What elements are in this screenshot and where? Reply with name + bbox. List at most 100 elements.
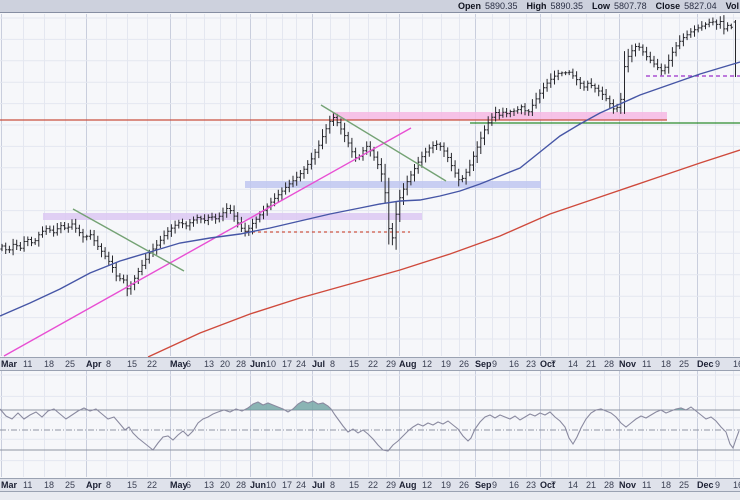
x-axis-label: 18 xyxy=(661,480,672,490)
x-axis-label: 13 xyxy=(204,480,215,490)
x-axis-label: 25 xyxy=(679,359,690,369)
x-axis-label: Dec xyxy=(697,359,714,369)
x-axis-label: 14 xyxy=(568,480,579,490)
x-axis-label: 8 xyxy=(106,480,112,490)
x-axis-label: Mar xyxy=(1,359,18,369)
x-axis-label: 28 xyxy=(236,480,247,490)
x-axis-label: 25 xyxy=(679,480,690,490)
x-axis-label: 15 xyxy=(349,359,360,369)
x-axis-label: Apr xyxy=(86,480,102,490)
x-axis-label: 9 xyxy=(715,480,721,490)
x-axis-label: 6 xyxy=(186,480,192,490)
x-axis-label: 15 xyxy=(127,480,138,490)
x-axis-label: 17 xyxy=(282,480,293,490)
x-axis-label: 21 xyxy=(586,359,597,369)
x-axis-label: 29 xyxy=(386,359,397,369)
x-axis-label: 25 xyxy=(65,480,76,490)
periwinkle-support-zone xyxy=(245,181,541,188)
x-axis-label: 11 xyxy=(642,359,652,369)
x-axis-label: 14 xyxy=(568,359,579,369)
x-axis-label: 9 xyxy=(492,480,498,490)
x-axis-label: 22 xyxy=(147,480,158,490)
x-axis-label: 7 xyxy=(551,359,557,369)
x-axis-label: May xyxy=(170,359,188,369)
x-axis-label: Mar xyxy=(1,480,18,490)
x-axis-label: 17 xyxy=(282,359,293,369)
x-axis-label: 6 xyxy=(186,359,192,369)
x-axis-label: Nov xyxy=(619,480,637,490)
open-value: 5890.35 xyxy=(484,0,518,11)
x-axis-label: 15 xyxy=(127,359,138,369)
x-axis-label: 16 xyxy=(509,480,520,490)
x-axis-label: 11 xyxy=(23,480,33,490)
x-axis-label: Apr xyxy=(86,359,102,369)
x-axis-label: 8 xyxy=(330,359,336,369)
bottom-margin xyxy=(0,492,740,500)
x-axis-label: 22 xyxy=(368,480,379,490)
x-axis-label: 11 xyxy=(23,359,33,369)
x-axis-label: Sep xyxy=(475,480,492,490)
high-value: 5890.35 xyxy=(550,0,584,11)
x-axis-label: 25 xyxy=(65,359,76,369)
x-axis-label: 19 xyxy=(441,480,452,490)
x-axis-label: Aug xyxy=(399,359,417,369)
x-axis-label: 18 xyxy=(44,359,55,369)
x-axis-label: 13 xyxy=(204,359,215,369)
x-axis-label: May xyxy=(170,480,188,490)
x-axis-label: 16 xyxy=(509,359,520,369)
x-axis-label: Jun xyxy=(250,480,267,490)
ohlc-readout-bar: Open 5890.35 High 5890.35 Low 5807.78 Cl… xyxy=(0,0,740,13)
oscillator-overbought-fill xyxy=(673,408,686,410)
x-axis-label: 10 xyxy=(266,480,277,490)
oscillator-overbought-fill xyxy=(291,401,332,410)
open-label: Open xyxy=(457,0,481,11)
x-axis-label: 18 xyxy=(44,480,55,490)
ohlc-price-bars xyxy=(0,15,738,297)
x-axis-label: 12 xyxy=(422,480,433,490)
x-axis-label: Oct xyxy=(540,359,556,369)
x-axis-label: 10 xyxy=(266,359,277,369)
green-downtrend-line-1 xyxy=(72,208,185,272)
x-axis-label: 26 xyxy=(459,359,470,369)
200-day-ma xyxy=(147,149,740,358)
x-axis-label: 24 xyxy=(296,480,307,490)
low-label: Low xyxy=(592,0,611,11)
low-value: 5807.78 xyxy=(614,0,647,11)
x-axis-label: 11 xyxy=(642,480,652,490)
x-axis-label: 9 xyxy=(715,359,721,369)
x-axis-label: 9 xyxy=(492,359,498,369)
x-axis-label: Nov xyxy=(619,359,637,369)
x-axis-label: Jul xyxy=(312,359,326,369)
x-axis-label: 22 xyxy=(147,359,158,369)
x-axis-label: 19 xyxy=(441,359,452,369)
x-axis-label: 23 xyxy=(526,480,537,490)
x-axis-label: 16 xyxy=(733,480,740,490)
magenta-uptrend-line xyxy=(3,127,412,357)
x-axis-label: 28 xyxy=(236,359,247,369)
close-value: 5827.04 xyxy=(684,0,717,11)
x-axis-label: 8 xyxy=(106,359,112,369)
x-axis-label: 28 xyxy=(604,480,615,490)
x-axis-label: 29 xyxy=(386,480,397,490)
x-axis-label: Jul xyxy=(312,480,326,490)
x-axis-label: 12 xyxy=(422,359,433,369)
x-axis-label: Sep xyxy=(475,359,492,369)
x-axis-label: 16 xyxy=(733,359,740,369)
50-day-ma xyxy=(0,61,740,317)
x-axis-label: 24 xyxy=(296,359,307,369)
date-axis-lower: Mar 11 18 25 Apr 8 15 22 May 6 13 20 28 Jun 10 17 24 Jul 8… xyxy=(0,478,740,492)
x-axis-label: Jun xyxy=(250,359,267,369)
x-axis-label: 26 xyxy=(459,480,470,490)
volume-label: Vol xyxy=(725,0,739,11)
high-label: High xyxy=(526,0,547,11)
green-downtrend-line-2 xyxy=(320,104,447,182)
x-axis-label: 8 xyxy=(330,480,336,490)
x-axis-label: 22 xyxy=(368,359,379,369)
lavender-support-zone xyxy=(43,213,422,220)
x-axis-label: 21 xyxy=(586,480,597,490)
x-axis-label: 20 xyxy=(220,480,231,490)
oscillator-line xyxy=(0,400,740,452)
x-axis-label: 15 xyxy=(349,480,360,490)
